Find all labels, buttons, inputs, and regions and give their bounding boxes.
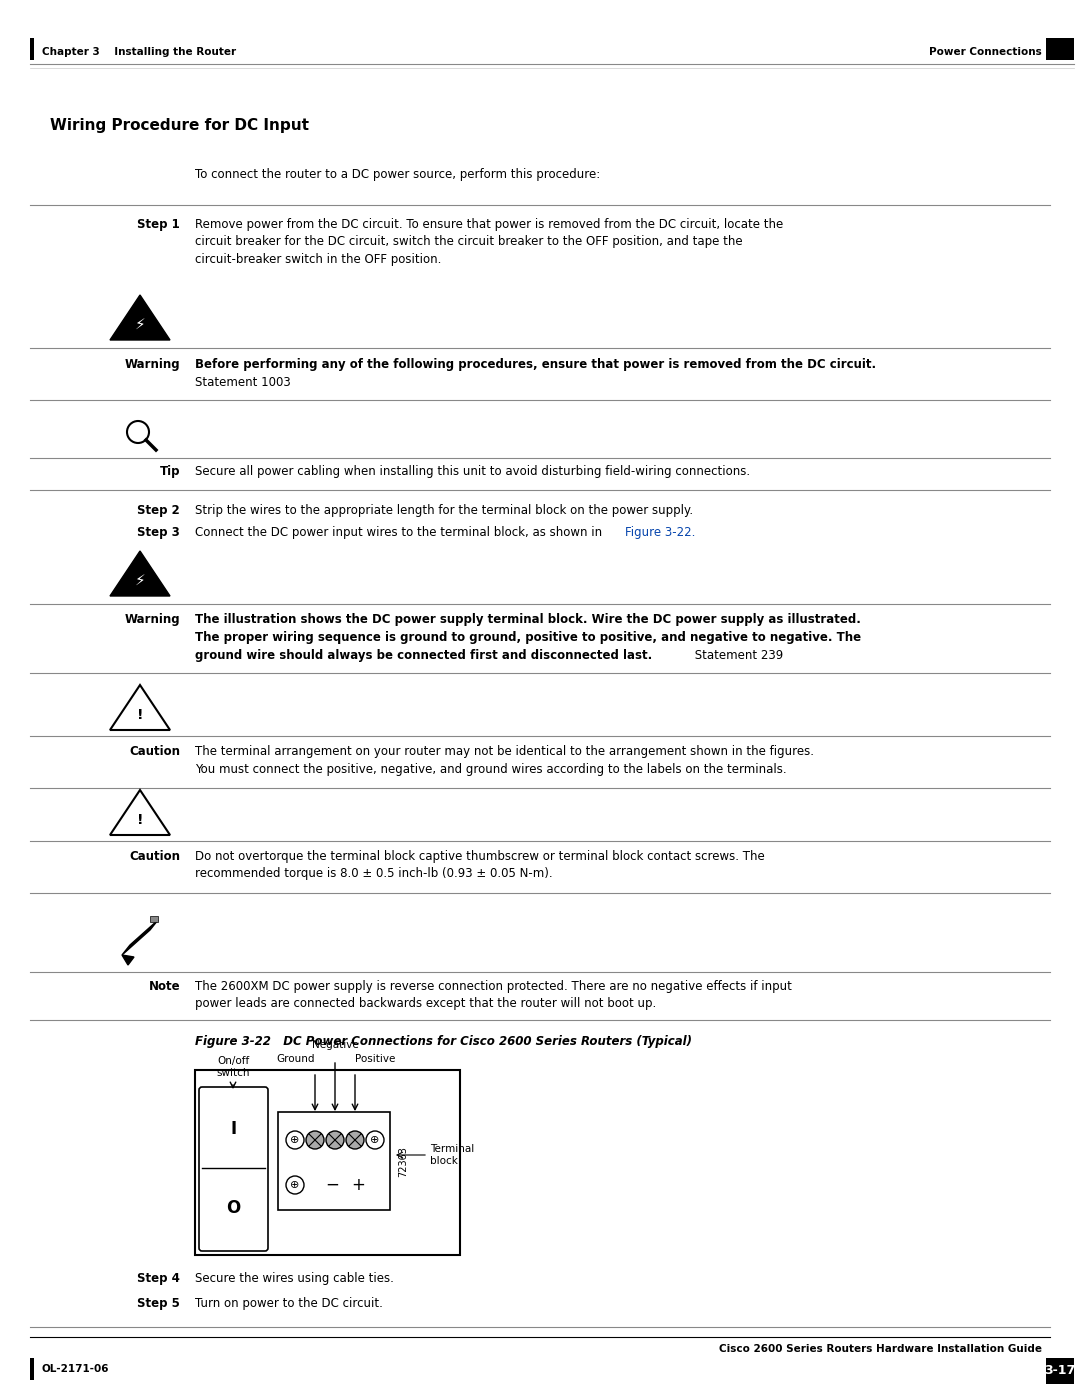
Text: The proper wiring sequence is ground to ground, positive to positive, and negati: The proper wiring sequence is ground to …	[195, 631, 861, 644]
Text: +: +	[351, 1176, 365, 1194]
Text: Figure 3-22   DC Power Connections for Cisco 2600 Series Routers (Typical): Figure 3-22 DC Power Connections for Cis…	[195, 1035, 692, 1048]
Polygon shape	[110, 789, 170, 835]
Polygon shape	[122, 956, 134, 965]
Polygon shape	[122, 921, 158, 956]
Text: !: !	[137, 708, 144, 722]
Text: OL-2171-06: OL-2171-06	[42, 1363, 109, 1375]
Text: Do not overtorque the terminal block captive thumbscrew or terminal block contac: Do not overtorque the terminal block cap…	[195, 849, 765, 880]
Bar	[30, 38, 33, 60]
Bar	[30, 1358, 33, 1380]
FancyBboxPatch shape	[199, 1087, 268, 1250]
Text: Step 3: Step 3	[137, 527, 180, 539]
Text: Figure 3-22.: Figure 3-22.	[625, 527, 696, 539]
Text: Chapter 3    Installing the Router: Chapter 3 Installing the Router	[42, 47, 237, 57]
Bar	[150, 916, 158, 922]
Text: I: I	[230, 1120, 237, 1139]
Text: Caution: Caution	[129, 849, 180, 863]
Bar	[278, 1112, 390, 1210]
Bar	[1047, 1358, 1074, 1384]
Text: Step 5: Step 5	[137, 1296, 180, 1310]
Text: ⚡: ⚡	[135, 573, 146, 588]
Text: Ground: Ground	[276, 1053, 315, 1065]
Text: On/off
switch: On/off switch	[216, 1056, 249, 1078]
Text: Negative: Negative	[312, 1039, 359, 1051]
Text: Step 4: Step 4	[137, 1273, 180, 1285]
Text: −: −	[325, 1176, 339, 1194]
Circle shape	[326, 1132, 345, 1148]
Text: Power Connections: Power Connections	[929, 47, 1042, 57]
Text: Wiring Procedure for DC Input: Wiring Procedure for DC Input	[50, 117, 309, 133]
Text: ⊕: ⊕	[291, 1180, 299, 1190]
Text: The 2600XM DC power supply is reverse connection protected. There are no negativ: The 2600XM DC power supply is reverse co…	[195, 981, 792, 1010]
Text: Caution: Caution	[129, 745, 180, 759]
Text: ⊕: ⊕	[291, 1134, 299, 1146]
Text: Warning: Warning	[124, 358, 180, 372]
Text: Secure all power cabling when installing this unit to avoid disturbing field-wir: Secure all power cabling when installing…	[195, 465, 751, 478]
Text: Tip: Tip	[160, 465, 180, 478]
Text: Connect the DC power input wires to the terminal block, as shown in: Connect the DC power input wires to the …	[195, 527, 606, 539]
Text: Step 1: Step 1	[137, 218, 180, 231]
Text: !: !	[137, 813, 144, 827]
Circle shape	[127, 420, 149, 443]
Text: Secure the wires using cable ties.: Secure the wires using cable ties.	[195, 1273, 394, 1285]
Circle shape	[286, 1132, 303, 1148]
Text: Step 2: Step 2	[137, 504, 180, 517]
Text: The illustration shows the DC power supply terminal block. Wire the DC power sup: The illustration shows the DC power supp…	[195, 613, 861, 626]
Polygon shape	[110, 685, 170, 731]
Text: Note: Note	[148, 981, 180, 993]
Text: ground wire should always be connected first and disconnected last.: ground wire should always be connected f…	[195, 650, 652, 662]
Text: The terminal arrangement on your router may not be identical to the arrangement : The terminal arrangement on your router …	[195, 745, 814, 775]
Bar	[1047, 38, 1074, 60]
Circle shape	[366, 1132, 384, 1148]
Text: Before performing any of the following procedures, ensure that power is removed : Before performing any of the following p…	[195, 358, 876, 372]
Text: ⊕: ⊕	[370, 1134, 380, 1146]
Circle shape	[346, 1132, 364, 1148]
Text: Strip the wires to the appropriate length for the terminal block on the power su: Strip the wires to the appropriate lengt…	[195, 504, 693, 517]
Bar	[195, 1070, 460, 1255]
Text: ⚡: ⚡	[135, 317, 146, 331]
Text: 72363: 72363	[399, 1147, 408, 1178]
Polygon shape	[110, 550, 170, 597]
Text: Warning: Warning	[124, 613, 180, 626]
Text: 3-17: 3-17	[1044, 1365, 1076, 1377]
Polygon shape	[110, 295, 170, 339]
Text: Positive: Positive	[355, 1053, 395, 1065]
Text: Statement 1003: Statement 1003	[195, 376, 291, 388]
Text: Turn on power to the DC circuit.: Turn on power to the DC circuit.	[195, 1296, 383, 1310]
Text: O: O	[227, 1199, 241, 1217]
Text: Remove power from the DC circuit. To ensure that power is removed from the DC ci: Remove power from the DC circuit. To ens…	[195, 218, 783, 265]
Text: Cisco 2600 Series Routers Hardware Installation Guide: Cisco 2600 Series Routers Hardware Insta…	[719, 1344, 1042, 1354]
Text: Statement 239: Statement 239	[691, 650, 783, 662]
Circle shape	[306, 1132, 324, 1148]
Text: To connect the router to a DC power source, perform this procedure:: To connect the router to a DC power sour…	[195, 168, 600, 182]
Circle shape	[286, 1176, 303, 1194]
Text: Terminal
block: Terminal block	[430, 1144, 474, 1166]
